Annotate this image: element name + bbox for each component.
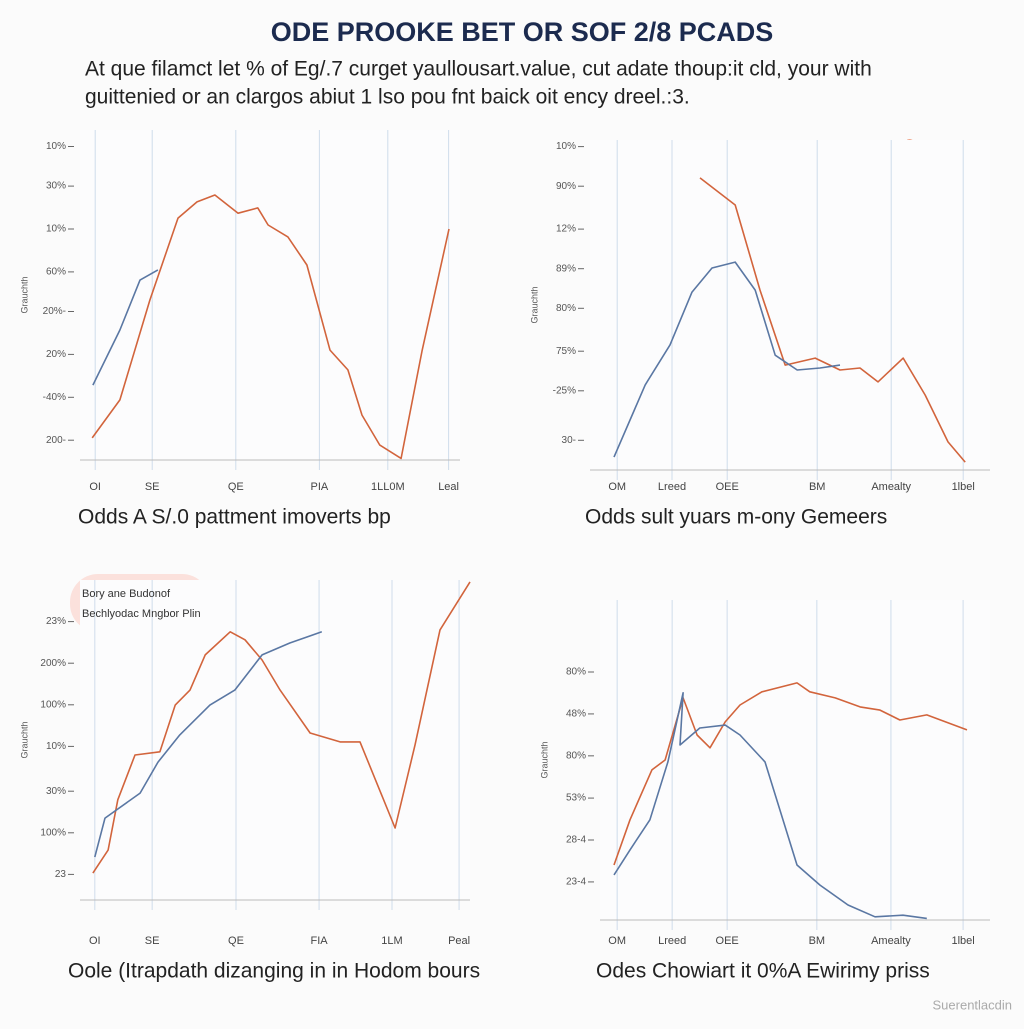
y-tick-label: 200% [40,658,66,669]
y-tick-label: 30% [46,786,66,797]
x-tick-label: Amealty [871,481,911,493]
x-tick-label: Amealty [871,935,911,947]
y-axis-label: Grauchth [529,286,539,323]
x-tick-label: QE [228,481,244,493]
y-tick-label: 200- [46,435,66,446]
y-tick-label: 90% [556,181,576,192]
y-tick-label: 60% [46,267,66,278]
data-line [94,631,323,858]
y-tick-label: -40% [43,392,66,403]
x-tick-label: OEE [716,481,739,493]
y-tick-label: 23-4 [566,877,586,888]
data-line [613,682,968,866]
watermark: Suerentlacdin [933,997,1013,1012]
y-tick-label: 12% [556,224,576,235]
subtitle-line: At que filamct let % of Eg/.7 curget yau… [85,58,872,81]
y-tick-label: 28-4 [566,835,586,846]
y-tick-label: 80% [556,303,576,314]
subtitle-line: guittenied or an clargos abiut 1 lso pou… [85,86,690,109]
chart-caption: Odds sult yuars m-ony Gemeers [585,506,887,529]
y-tick-label: 10% [46,141,66,152]
y-tick-label: 100% [40,699,66,710]
page-title: ODE PROOKE BET OR SOF 2/8 PCADS [271,17,774,47]
data-line [92,581,471,874]
x-tick-label: FIA [311,935,329,947]
chart-caption: Odds A S/.0 pattment imoverts bp [78,506,391,529]
chart-caption: Oole (Itrapdath dizanging in in Hodom bo… [68,960,480,983]
y-tick-label: 30% [46,181,66,192]
y-axis-label: Grauchth [539,741,549,778]
annotation: Bechlyodac Mngbor Plin [82,608,201,620]
x-tick-label: SE [145,481,160,493]
y-tick-label: 20% [46,349,66,360]
x-tick-label: OEE [716,935,739,947]
plot-area [590,140,990,470]
y-axis-label: Grauchth [19,721,29,758]
x-tick-label: BM [809,481,826,493]
x-tick-label: Lreed [658,935,686,947]
x-tick-label: 1LM [381,935,402,947]
plot-area [600,600,990,920]
x-tick-label: 1lbel [951,935,974,947]
y-tick-label: 10% [46,741,66,752]
plot-area [80,130,460,460]
y-tick-label: 23% [46,616,66,627]
x-tick-label: OM [608,935,626,947]
x-tick-label: Peal [448,935,470,947]
y-tick-label: 80% [566,750,586,761]
data-line [91,194,450,460]
x-tick-label: SE [145,935,160,947]
x-tick-label: Lreed [658,481,686,493]
x-tick-label: BM [809,935,826,947]
y-axis-label: Grauchth [19,276,29,313]
x-tick-label: PIA [311,481,329,493]
x-tick-label: QE [228,935,244,947]
data-line [92,269,159,386]
data-line [613,692,927,920]
y-tick-label: 10% [556,141,576,152]
x-tick-label: OM [608,481,626,493]
y-tick-label: 20%- [43,306,66,317]
y-tick-label: 48% [566,709,586,720]
x-tick-label: OI [89,481,101,493]
y-tick-label: 30- [562,435,576,446]
plot-area [80,580,470,900]
y-tick-label: -25% [553,385,576,396]
y-tick-label: 10% [46,224,66,235]
y-tick-label: 75% [556,346,576,357]
y-tick-label: 100% [40,827,66,838]
y-tick-label: 80% [566,667,586,678]
y-tick-label: 89% [556,263,576,274]
x-tick-label: 1LL0M [371,481,405,493]
x-tick-label: OI [89,935,101,947]
y-tick-label: 53% [566,793,586,804]
x-tick-label: 1lbel [952,481,975,493]
data-line [699,177,966,463]
annotation: Bory ane Budonof [82,588,171,600]
chart-caption: Odes Chowiart it 0%A Ewirimy priss [596,960,930,983]
data-line [613,261,841,458]
y-tick-label: 23 [55,869,67,880]
x-tick-label: Leal [438,481,459,493]
